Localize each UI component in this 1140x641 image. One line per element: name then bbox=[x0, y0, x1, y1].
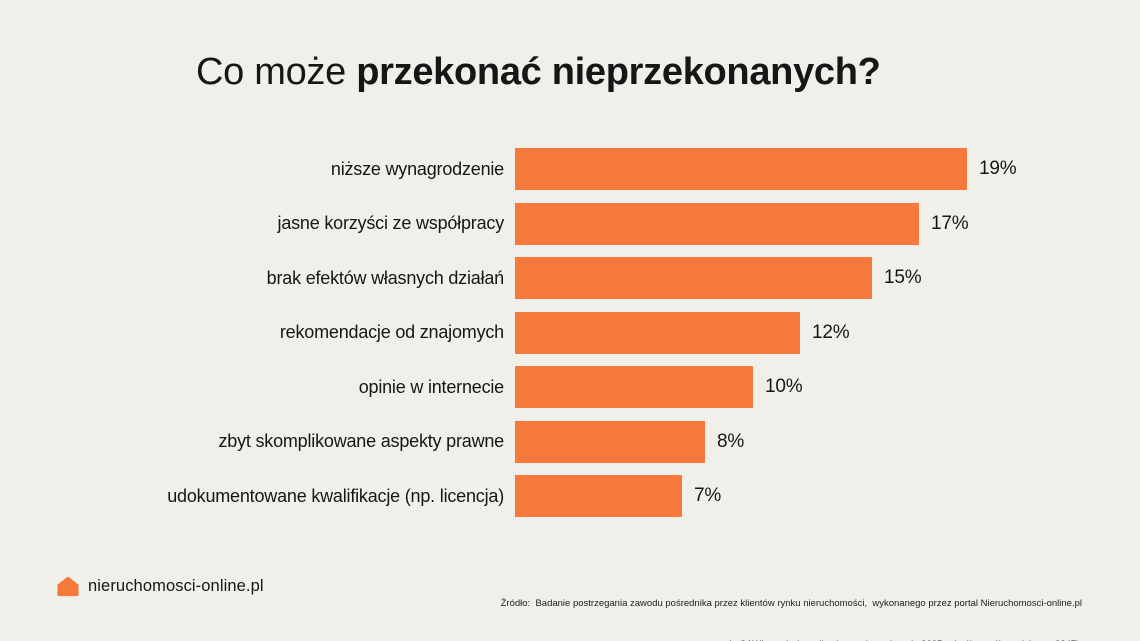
bar-area: 8% bbox=[515, 420, 1140, 463]
bar-label: brak efektów własnych działań bbox=[266, 267, 505, 288]
bar-area: 17% bbox=[515, 202, 1140, 245]
brand-name: nieruchomosci-online.pl bbox=[88, 577, 264, 595]
chart-title-bold: przekonać nieprzekonanych? bbox=[356, 51, 881, 93]
bar-value: 8% bbox=[717, 430, 745, 452]
bar-value: 12% bbox=[812, 321, 850, 343]
bar-area: 7% bbox=[515, 475, 1140, 517]
bar-area: 12% bbox=[515, 311, 1140, 354]
bar-value: 10% bbox=[765, 376, 803, 397]
chart-row: zbyt skomplikowane aspekty prawne 8% bbox=[0, 420, 1140, 463]
source-line-2: metoda CAWI na użytkownikach portalu w s… bbox=[501, 638, 1082, 641]
bar-label: opinie w internecie bbox=[358, 376, 504, 397]
bar bbox=[515, 257, 872, 299]
chart-title: Co może przekonać nieprzekonanych? bbox=[196, 50, 881, 94]
bar-label: jasne korzyści ze współpracy bbox=[277, 213, 505, 233]
bar-value: 7% bbox=[694, 485, 722, 506]
brand-logo: nieruchomosci-online.pl bbox=[57, 576, 264, 597]
bar-area: 15% bbox=[515, 257, 1140, 299]
bar bbox=[515, 202, 919, 245]
bar-label: rekomendacje od znajomych bbox=[279, 322, 504, 342]
house-icon bbox=[57, 576, 79, 597]
chart-row: udokumentowane kwalifikacje (np. licencj… bbox=[0, 475, 1140, 517]
bar-label: niższe wynagrodzenie bbox=[330, 158, 504, 179]
bar-chart: niższe wynagrodzenie 19% jasne korzyści … bbox=[0, 148, 1140, 517]
bar-label: zbyt skomplikowane aspekty prawne bbox=[218, 431, 504, 451]
bar-value: 19% bbox=[979, 158, 1017, 179]
bar bbox=[515, 366, 753, 408]
source-note: Źródło: Badanie postrzegania zawodu pośr… bbox=[501, 570, 1082, 641]
chart-row: rekomendacje od znajomych 12% bbox=[0, 311, 1140, 354]
bar bbox=[515, 420, 705, 463]
bar bbox=[515, 148, 967, 190]
bar bbox=[515, 311, 800, 354]
chart-row: brak efektów własnych działań 15% bbox=[0, 257, 1140, 299]
bar-value: 17% bbox=[931, 212, 969, 234]
chart-title-regular: Co może bbox=[196, 51, 346, 93]
bar-label: udokumentowane kwalifikacje (np. licencj… bbox=[167, 485, 504, 506]
bar-area: 10% bbox=[515, 366, 1140, 408]
bar-area: 19% bbox=[515, 148, 1140, 190]
chart-row: opinie w internecie 10% bbox=[0, 366, 1140, 408]
bar-value: 15% bbox=[884, 267, 922, 288]
bar bbox=[515, 475, 682, 517]
chart-row: niższe wynagrodzenie 19% bbox=[0, 148, 1140, 190]
chart-row: jasne korzyści ze współpracy 17% bbox=[0, 202, 1140, 245]
source-line-1: Źródło: Badanie postrzegania zawodu pośr… bbox=[500, 598, 1082, 609]
